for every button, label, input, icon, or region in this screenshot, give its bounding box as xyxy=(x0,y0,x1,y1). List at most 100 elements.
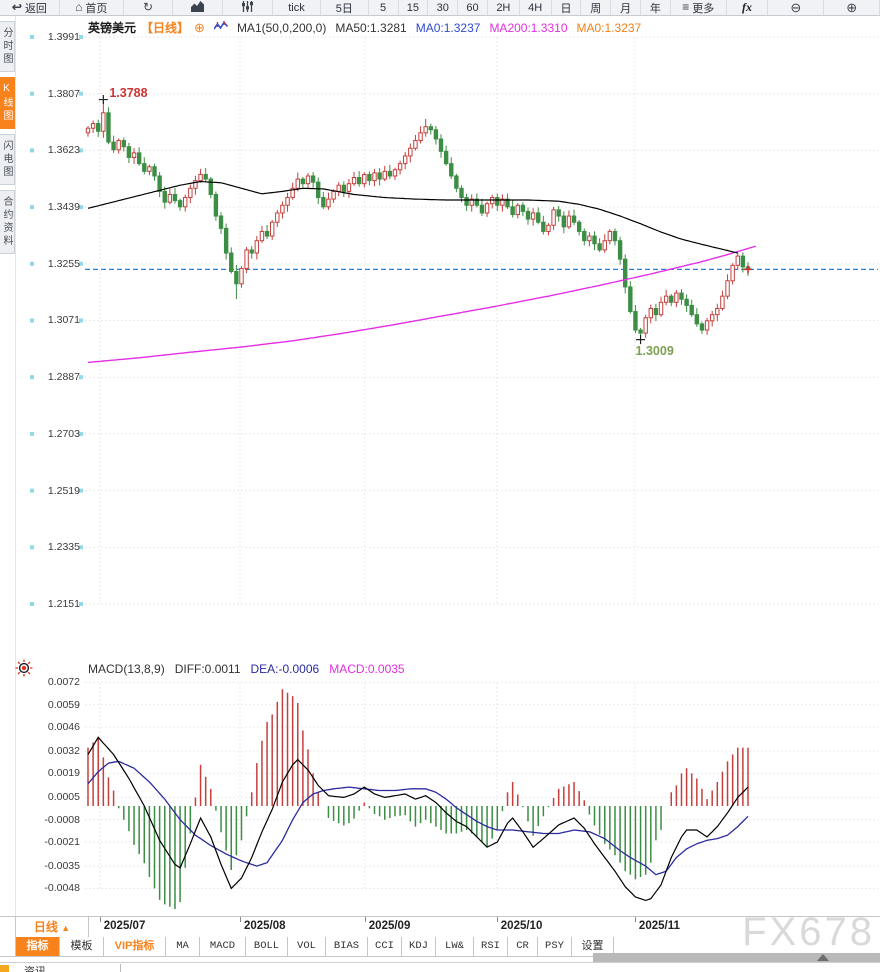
scroll-up-arrow-icon[interactable] xyxy=(817,954,829,961)
macd-y-tick-label: 0.0032 xyxy=(47,745,80,758)
toolbar-indicator-settings[interactable] xyxy=(223,0,274,15)
indicator-tab-lw[interactable]: LW& xyxy=(436,937,474,956)
month-tick xyxy=(364,917,366,922)
ma0-blue-value: MA0:1.3237 xyxy=(415,20,481,35)
indicator-tab-ma[interactable]: MA xyxy=(166,937,200,956)
main-y-tick-label: 1.2151 xyxy=(47,597,80,610)
toolbar-m30[interactable]: 30 xyxy=(428,0,459,15)
indicator-toolbar: 指标 模板 VIP指标 MA MACD BOLL VOL BIAS CCI KDJ LW& RSI CR… xyxy=(15,937,614,956)
price-annotation: 1.3788 xyxy=(109,85,148,100)
ma0-orange-value: MA0:1.3237 xyxy=(576,20,642,35)
toolbar-month[interactable]: 月 xyxy=(611,0,641,15)
indicator-tab-cr[interactable]: CR xyxy=(508,937,538,956)
month-tick xyxy=(496,917,498,922)
toolbar-week[interactable]: 周 xyxy=(581,0,612,15)
indicator-tab-kdj[interactable]: KDJ xyxy=(402,937,436,956)
macd-header: MACD(13,8,9) DIFF:0.0011 DEA:-0.0006 MAC… xyxy=(88,661,405,676)
toolbar-more[interactable]: ≡ 更多 xyxy=(671,0,727,15)
live-blink-icon xyxy=(15,659,33,682)
sidebar-item-kline-chart[interactable]: K线图 xyxy=(0,77,15,129)
toolbar-year[interactable]: 年 xyxy=(641,0,671,15)
indicator-tab-cci[interactable]: CCI xyxy=(368,937,402,956)
macd-y-tick-label: 0.0046 xyxy=(47,721,80,734)
macd-y-tick-label: -0.0021 xyxy=(44,836,80,849)
indicator-tab-indicator[interactable]: 指标 xyxy=(16,937,60,956)
main-y-tick-label: 1.3439 xyxy=(47,201,80,214)
home-icon: ⌂ xyxy=(75,0,83,14)
toolbar-h2-label: 2H xyxy=(496,1,511,14)
month-label: 2025/10 xyxy=(500,920,543,932)
period-selector[interactable]: 日线 ▲ xyxy=(15,917,89,937)
month-tick xyxy=(239,917,241,922)
month-label: 2025/11 xyxy=(638,920,680,932)
toolbar-refresh[interactable]: ↻ xyxy=(124,0,174,15)
indicator-tab-macd[interactable]: MACD xyxy=(200,937,246,956)
menu-icon: ≡ xyxy=(682,0,690,14)
news-tab-row: 资讯 xyxy=(0,962,880,972)
left-sidebar: 分时图 K线图闪电图合约资料 xyxy=(0,16,15,254)
refresh-icon: ↻ xyxy=(143,0,154,14)
toolbar-5d[interactable]: 5日 xyxy=(321,0,369,15)
toolbar-month-label: 月 xyxy=(620,2,632,15)
add-indicator-icon[interactable]: ⊕ xyxy=(194,20,205,35)
date-axis: 日线 ▲ 2025/07 2025/08 2025/09 2025/10 2025/11 xyxy=(0,916,880,938)
toolbar-tick[interactable]: tick xyxy=(273,0,321,15)
sidebar-item-contract-info[interactable]: 合约资料 xyxy=(0,190,15,254)
indicator-tab-vol[interactable]: VOL xyxy=(288,937,326,956)
indicator-tab-settings[interactable]: 设置 xyxy=(572,937,614,956)
macd-y-tick-label: 0.0072 xyxy=(47,676,80,689)
indicator-tab-bias[interactable]: BIAS xyxy=(326,937,368,956)
toolbar-back-label: 返回 xyxy=(24,2,47,15)
toolbar-m60-label: 60 xyxy=(466,1,479,14)
macd-diff-value: DIFF:0.0011 xyxy=(174,661,241,676)
month-label: 2025/07 xyxy=(103,920,146,932)
main-y-tick-label: 1.2887 xyxy=(47,371,80,384)
toolbar-day-label: 日 xyxy=(560,2,572,15)
toolbar-m15[interactable]: 15 xyxy=(399,0,429,15)
main-y-tick-label: 1.3071 xyxy=(47,314,80,327)
toolbar-fx[interactable]: fx xyxy=(727,0,769,15)
macd-y-tick-label: -0.0008 xyxy=(44,813,80,826)
horizontal-scrollbar[interactable] xyxy=(593,953,880,962)
toolbar-m60[interactable]: 60 xyxy=(458,0,488,15)
macd-y-tick-label: 0.0005 xyxy=(47,791,80,804)
back-icon: ↩ xyxy=(11,0,22,14)
zoom-in-icon: ⊕ xyxy=(846,0,858,15)
month-label: 2025/08 xyxy=(243,920,286,932)
indicator-toolbar-row: 指标 模板 VIP指标 MA MACD BOLL VOL BIAS CCI KDJ LW& RSI CR… xyxy=(0,937,880,957)
toolbar-h4[interactable]: 4H xyxy=(520,0,552,15)
indicator-tab-psy[interactable]: PSY xyxy=(538,937,572,956)
indicator-tab-template[interactable]: 模板 xyxy=(60,937,104,956)
symbol-name: 英镑美元 xyxy=(88,21,137,35)
macd-y-tick-label: 0.0019 xyxy=(47,767,80,780)
main-y-tick-label: 1.3991 xyxy=(47,31,80,43)
toolbar-m5[interactable]: 5 xyxy=(369,0,399,15)
toolbar-back[interactable]: ↩ 返回 xyxy=(0,0,60,15)
toolbar-chart-style[interactable] xyxy=(173,0,224,15)
toolbar-zoom-out[interactable]: ⊖ xyxy=(768,0,825,15)
timeframe-label: 【日线】 xyxy=(141,21,190,35)
indicator-tab-vip-indicator[interactable]: VIP指标 xyxy=(104,937,166,956)
main-y-tick-label: 1.3623 xyxy=(47,144,80,157)
zoom-out-icon: ⊖ xyxy=(790,0,802,15)
toolbar-home-label: 首页 xyxy=(85,2,108,15)
toolbar-m30-label: 30 xyxy=(436,1,449,14)
toolbar-year-label: 年 xyxy=(649,2,661,15)
toolbar-h2[interactable]: 2H xyxy=(488,0,520,15)
price-annotation: 1.3009 xyxy=(635,343,674,358)
toolbar-m15-label: 15 xyxy=(406,1,420,14)
indicator-tab-rsi[interactable]: RSI xyxy=(474,937,508,956)
toolbar-day[interactable]: 日 xyxy=(552,0,582,15)
main-y-tick-label: 1.3255 xyxy=(47,257,80,270)
sidebar-item-time-chart[interactable]: 分时图 xyxy=(0,21,15,72)
toolbar-home[interactable]: ⌂ 首页 xyxy=(60,0,124,15)
ma50-value: MA50:1.3281 xyxy=(335,20,407,35)
indicator-tab-boll[interactable]: BOLL xyxy=(246,937,288,956)
tab-news[interactable]: 资讯 xyxy=(9,964,121,972)
indicators-icon xyxy=(241,0,254,15)
sidebar-divider xyxy=(15,16,16,957)
macd-macd-value: MACD:0.0035 xyxy=(329,661,405,676)
sidebar-item-lightning-chart[interactable]: 闪电图 xyxy=(0,134,15,185)
ma200-value: MA200:1.3310 xyxy=(489,20,568,35)
